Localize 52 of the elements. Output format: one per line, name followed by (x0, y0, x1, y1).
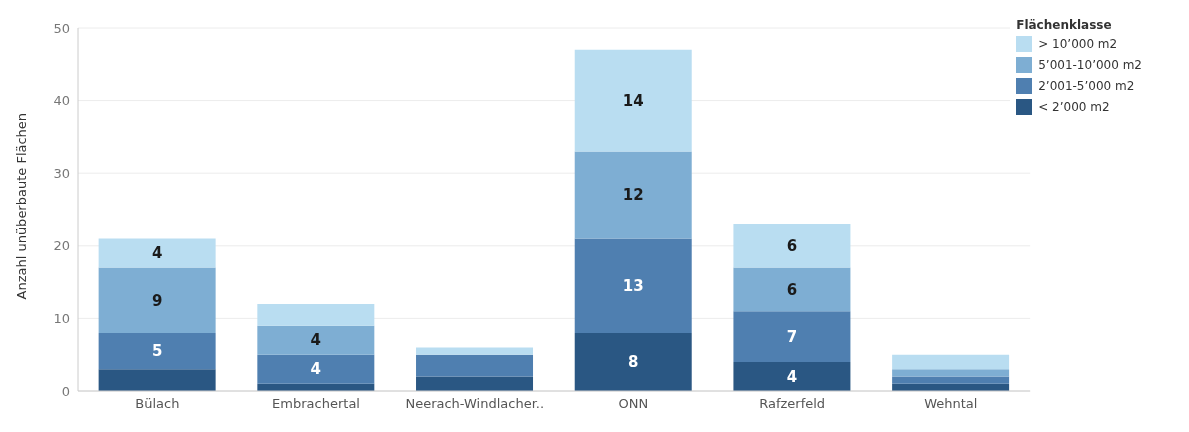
bar (416, 376, 534, 391)
bar (574, 151, 692, 239)
x-tick-label: Wehntal (924, 396, 978, 412)
data-label: 4 (310, 331, 322, 350)
bar (733, 267, 851, 312)
data-label: 4 (151, 244, 163, 263)
data-label: 4 (310, 360, 322, 379)
bar (733, 224, 851, 268)
bar (416, 354, 534, 377)
data-label: 8 (628, 353, 639, 372)
data-label: 14 (622, 91, 644, 110)
data-label: 6 (786, 237, 798, 256)
bar (733, 361, 851, 391)
x-tick-label: Rafzerfeld (759, 396, 826, 412)
data-label: 12 (622, 186, 644, 205)
bar (574, 49, 692, 152)
legend-label: 5’001-10’000 m2 (1038, 58, 1142, 72)
x-tick-label: Embrachertal (272, 396, 360, 412)
bar (416, 347, 534, 355)
bar (733, 311, 851, 362)
legend-title: Flächenklasse (1016, 18, 1113, 32)
bar (892, 376, 1010, 384)
legend-label: > 10’000 m2 (1038, 37, 1118, 51)
legend-label: < 2’000 m2 (1038, 100, 1110, 114)
bar (98, 267, 216, 333)
y-tick-label: 0 (61, 383, 70, 399)
y-tick-label: 20 (53, 238, 70, 254)
bar (98, 332, 216, 370)
bar (257, 354, 375, 384)
data-label: 5 (151, 342, 163, 361)
legend-label: 2’001-5’000 m2 (1038, 79, 1135, 93)
x-tick-label: Bülach (135, 396, 180, 412)
y-tick-label: 30 (53, 165, 70, 181)
data-label: 4 (786, 367, 798, 386)
bar (257, 303, 375, 326)
bar (892, 354, 1010, 370)
bar (574, 238, 692, 333)
data-label: 13 (622, 276, 644, 295)
x-tick-label: Neerach-Windlacher.. (405, 396, 545, 412)
y-tick-label: 50 (53, 20, 70, 36)
y-axis-title: Anzahl unüberbaute Flächen (13, 112, 29, 300)
bar (892, 369, 1010, 377)
bar (98, 238, 216, 268)
bar (257, 325, 375, 355)
bar (574, 332, 692, 391)
y-tick-label: 10 (53, 311, 70, 327)
data-label: 9 (151, 291, 163, 310)
data-label: 7 (786, 327, 798, 346)
bar (98, 369, 216, 391)
y-tick-label: 40 (53, 93, 70, 109)
data-label: 6 (786, 280, 798, 299)
x-tick-label: ONN (618, 396, 649, 412)
